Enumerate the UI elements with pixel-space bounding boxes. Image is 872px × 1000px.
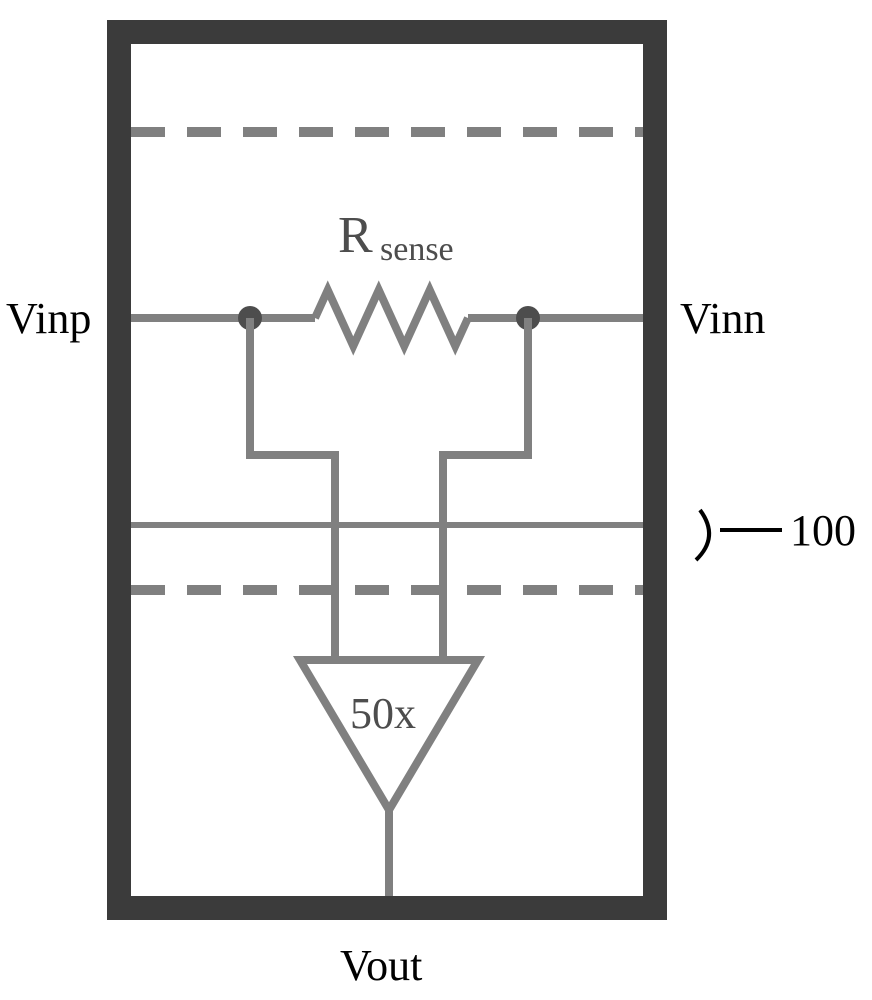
label-vout: Vout bbox=[340, 941, 422, 990]
label-vinn: Vinn bbox=[680, 294, 765, 343]
label-gain: 50x bbox=[350, 689, 416, 738]
label-ref100: 100 bbox=[790, 506, 856, 555]
label-rsense_sub: sense bbox=[380, 231, 454, 268]
label-vinp: Vinp bbox=[6, 294, 91, 343]
label-rsense_R: R bbox=[338, 207, 373, 264]
